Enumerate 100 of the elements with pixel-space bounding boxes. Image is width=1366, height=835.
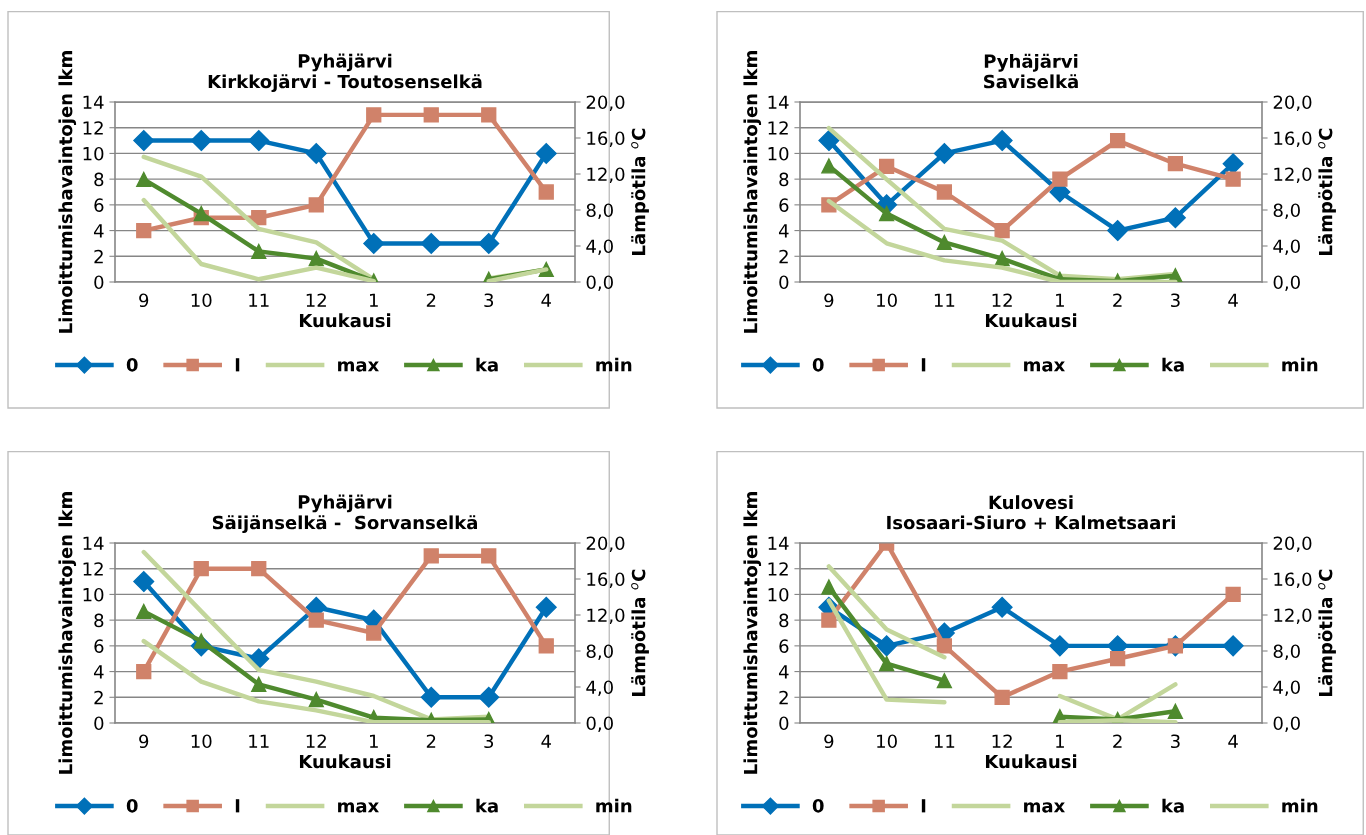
y2-tick-label: 8,0 (1273, 203, 1300, 219)
point (876, 635, 898, 657)
point (251, 561, 267, 577)
y2-tick-label: 16,0 (587, 131, 625, 147)
x-tick-label: 11 (249, 293, 269, 307)
x-axis-title: Kuukausi (985, 754, 1077, 769)
point (818, 130, 840, 152)
y-tick-label: 2 (779, 249, 788, 264)
y2-tick-label: 0,0 (586, 716, 613, 732)
y-axis-title: Limoittumishavaintojen lkm (743, 51, 762, 333)
point (878, 205, 895, 222)
y-tick-label: 8 (94, 172, 104, 187)
point (363, 232, 385, 254)
y-tick-label: 6 (779, 198, 789, 212)
y-tick-label: 12 (768, 562, 788, 576)
legend-label: 0 (812, 798, 824, 813)
point (478, 232, 500, 254)
point (423, 548, 439, 564)
y-tick-label: 2 (94, 249, 103, 264)
x-tick-label: 9 (139, 734, 149, 749)
x-tick-label: 11 (934, 734, 955, 748)
legend-label: max (1024, 361, 1065, 372)
y2-axis-title: Lämpötila $^{o}$C (631, 128, 649, 255)
y-tick-label: 4 (778, 665, 789, 679)
point (1222, 635, 1244, 657)
x-tick-label: 10 (877, 734, 897, 749)
x-tick-label: 3 (1171, 293, 1180, 308)
point (193, 205, 209, 222)
legend-label: min (1282, 798, 1318, 813)
x-tick-label: 3 (1171, 734, 1180, 749)
y2-tick-label: 0,0 (1273, 716, 1300, 732)
point (878, 158, 895, 174)
point (936, 184, 953, 200)
y2-tick-label: 20,0 (586, 536, 625, 552)
x-tick-label: 12 (992, 293, 1012, 307)
legend-label: 0 (812, 357, 824, 372)
y-tick-label: 10 (83, 587, 104, 602)
point (193, 561, 209, 577)
x-axis-title: Kuukausi (299, 313, 391, 328)
x-tick-label: 12 (992, 734, 1012, 748)
point (136, 603, 152, 620)
point (933, 142, 955, 164)
x-tick-label: 10 (191, 734, 212, 749)
x-axis-title: Kuukausi (299, 754, 391, 769)
point (481, 548, 497, 564)
y2-axis-title: Lämpötila $^{o}$C (1318, 128, 1336, 255)
point (366, 625, 382, 641)
legend-label: ka (476, 357, 498, 372)
x-tick-label: 1 (1056, 293, 1064, 307)
point (481, 107, 497, 123)
point (420, 686, 442, 708)
point (538, 184, 554, 200)
point (136, 663, 152, 680)
legend-label: min (596, 357, 632, 372)
legend-label: max (1024, 802, 1065, 813)
point (538, 638, 554, 654)
x-tick-label: 1 (369, 293, 378, 307)
y2-tick-label: 0,0 (586, 275, 613, 291)
y-tick-label: 8 (94, 613, 104, 628)
x-axis-title: Kuukausi (985, 313, 1077, 328)
point (136, 171, 152, 188)
x-tick-label: 1 (369, 734, 378, 748)
y2-tick-label: 8,0 (586, 203, 613, 219)
y-tick-label: 2 (779, 690, 788, 705)
x-tick-label: 2 (1113, 293, 1122, 307)
y-tick-label: 4 (93, 224, 104, 238)
point (1167, 703, 1184, 719)
point (420, 232, 442, 254)
x-tick-label: 10 (877, 293, 897, 308)
point (133, 130, 155, 152)
point (1109, 132, 1126, 149)
legend-label: 0 (126, 357, 138, 372)
y2-tick-label: 4,0 (1273, 680, 1300, 696)
x-tick-label: 9 (824, 293, 834, 308)
legend-label: max (338, 361, 379, 372)
y-tick-label: 2 (94, 690, 103, 705)
y-axis-title: Limoittumishavaintojen lkm (58, 51, 77, 333)
y2-tick-label: 16,0 (1274, 572, 1312, 588)
point (190, 130, 212, 152)
x-tick-label: 12 (306, 734, 326, 748)
legend-label: min (596, 798, 632, 813)
y-tick-label: 4 (93, 665, 104, 679)
x-tick-label: 4 (1228, 293, 1238, 307)
point (308, 691, 324, 708)
x-tick-label: 10 (191, 293, 212, 308)
y-tick-label: 10 (768, 587, 789, 602)
y-tick-label: 10 (83, 146, 104, 161)
y2-tick-label: 20,0 (1273, 95, 1312, 111)
legend-label: ka (1162, 357, 1184, 372)
point (821, 612, 837, 628)
point (478, 686, 500, 708)
y2-tick-label: 12,0 (1274, 167, 1312, 183)
y-tick-label: 0 (94, 716, 104, 731)
y2-tick-label: 8,0 (586, 644, 613, 660)
point (821, 579, 837, 595)
chart-title: Pyhäjärvi Saviselkä (984, 53, 1078, 89)
y2-tick-label: 8,0 (1273, 644, 1300, 660)
point (305, 142, 327, 164)
legend-label: 0 (126, 798, 138, 813)
point (308, 250, 324, 267)
